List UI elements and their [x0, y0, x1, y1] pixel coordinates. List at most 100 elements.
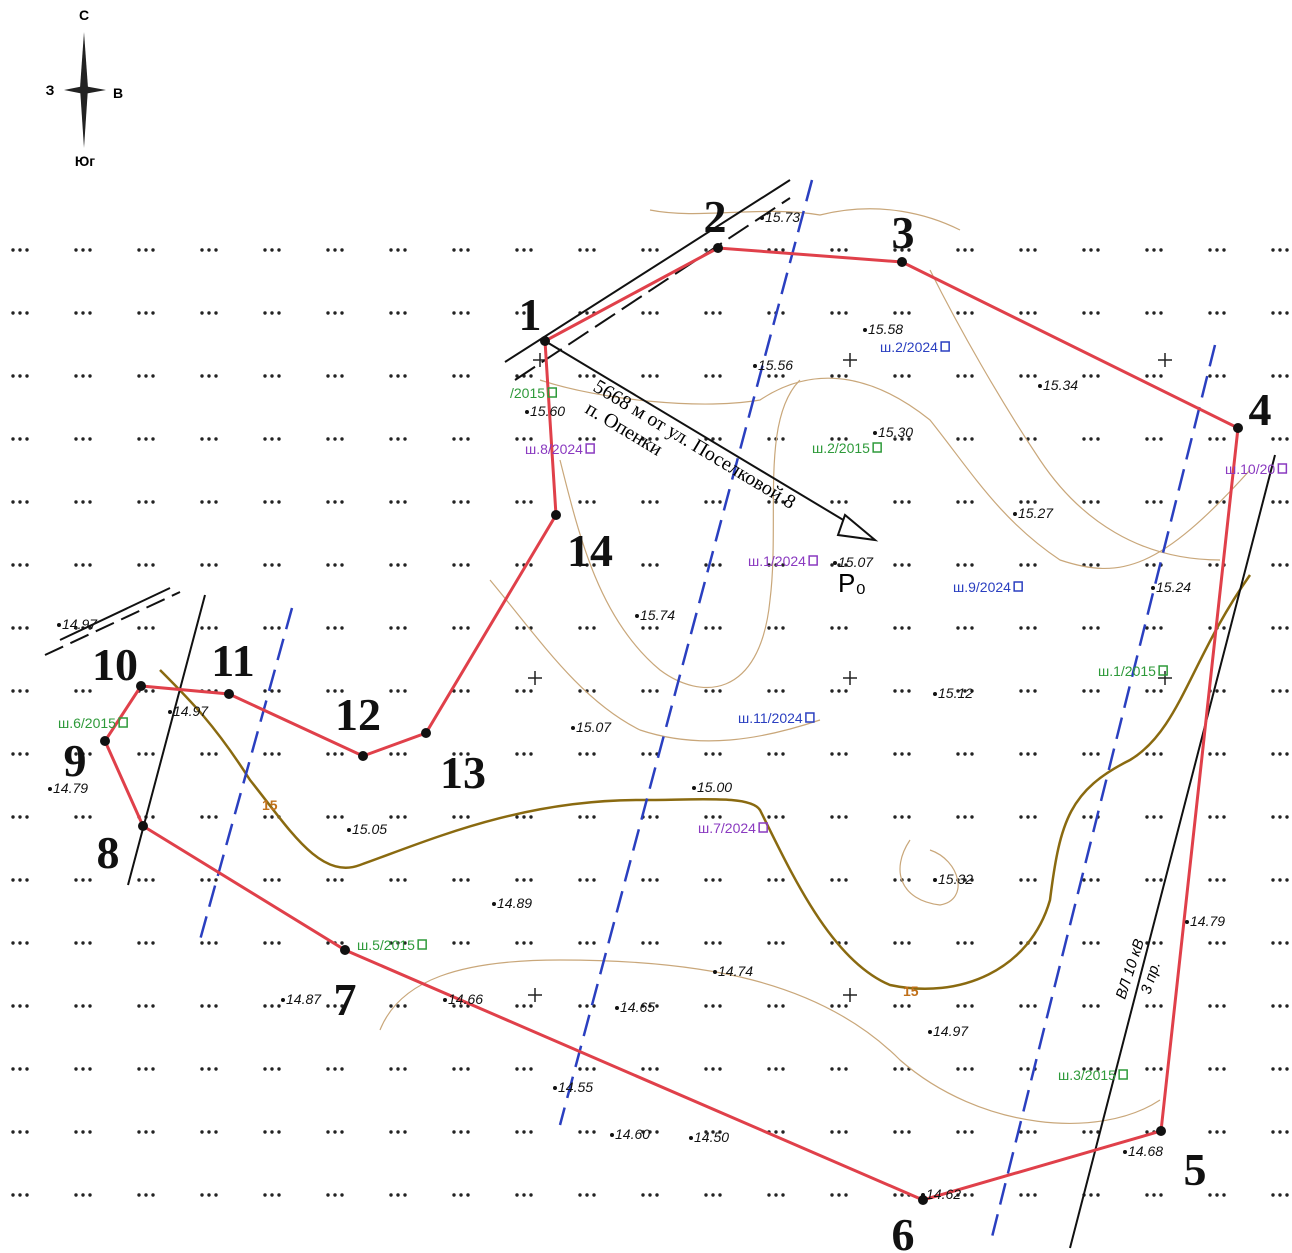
- grid-dot: [81, 437, 84, 440]
- grid-dot: [270, 311, 273, 314]
- grid-dot: [207, 311, 210, 314]
- grid-dot: [1222, 248, 1225, 251]
- grid-dot: [1145, 1067, 1148, 1070]
- grid-dot: [389, 752, 392, 755]
- grid-dot: [137, 752, 140, 755]
- grid-dot: [1278, 878, 1281, 881]
- grid-dot: [585, 878, 588, 881]
- grid-dot: [326, 1067, 329, 1070]
- grid-dot: [340, 563, 343, 566]
- elevation-point: [347, 828, 351, 832]
- grid-dot: [970, 815, 973, 818]
- grid-dot: [452, 437, 455, 440]
- grid-dot: [396, 374, 399, 377]
- grid-dot: [781, 878, 784, 881]
- grid-dot: [1082, 689, 1085, 692]
- grid-dot: [522, 689, 525, 692]
- grid-dot: [11, 374, 14, 377]
- grid-dot: [277, 563, 280, 566]
- grid-dot: [592, 878, 595, 881]
- grid-dot: [718, 941, 721, 944]
- grid-dot: [529, 248, 532, 251]
- grid-dot: [893, 752, 896, 755]
- grid-dot: [1145, 500, 1148, 503]
- grid-dot: [767, 437, 770, 440]
- grid-dot: [151, 437, 154, 440]
- grid-dot: [1033, 752, 1036, 755]
- grid-dot: [956, 311, 959, 314]
- grid-dot: [830, 1193, 833, 1196]
- grid-dot: [214, 941, 217, 944]
- grid-dot: [837, 752, 840, 755]
- grid-dot: [200, 626, 203, 629]
- grid-dot: [263, 1130, 266, 1133]
- grid-dot: [277, 311, 280, 314]
- grid-dot: [1208, 941, 1211, 944]
- grid-dot: [837, 311, 840, 314]
- grid-dot: [711, 941, 714, 944]
- grid-dot: [396, 752, 399, 755]
- grid-dot: [1208, 1193, 1211, 1196]
- grid-dot: [452, 1193, 455, 1196]
- grid-dot: [956, 374, 959, 377]
- grid-dot: [326, 815, 329, 818]
- grid-dot: [837, 689, 840, 692]
- grid-dot: [18, 311, 21, 314]
- grid-dot: [781, 689, 784, 692]
- elevation-label: 14.79: [53, 780, 88, 796]
- grid-dot: [837, 1193, 840, 1196]
- grid-dot: [522, 1004, 525, 1007]
- grid-dot: [1271, 1004, 1274, 1007]
- boundary-point: [138, 821, 148, 831]
- grid-dot: [1019, 1004, 1022, 1007]
- grid-dot: [1271, 248, 1274, 251]
- grid-dot: [326, 437, 329, 440]
- grid-dot: [522, 1067, 525, 1070]
- grid-dot: [81, 1130, 84, 1133]
- grid-dot: [1082, 437, 1085, 440]
- grid-dot: [137, 878, 140, 881]
- grid-dot: [1271, 500, 1274, 503]
- grid-dot: [151, 1193, 154, 1196]
- grid-dot: [774, 689, 777, 692]
- grid-dot: [718, 500, 721, 503]
- grid-dot: [515, 1193, 518, 1196]
- grid-dot: [900, 752, 903, 755]
- grid-dot: [1222, 437, 1225, 440]
- grid-dot: [1215, 1130, 1218, 1133]
- grid-dot: [704, 626, 707, 629]
- grid-dot: [1033, 437, 1036, 440]
- grid-dot: [81, 815, 84, 818]
- elevation-label: 14.60: [615, 1126, 650, 1142]
- grid-dot: [74, 689, 77, 692]
- grid-dot: [711, 878, 714, 881]
- grid-dot: [207, 1130, 210, 1133]
- grid-dot: [585, 1130, 588, 1133]
- grid-dot: [592, 752, 595, 755]
- well-marker: [1278, 464, 1286, 473]
- grid-dot: [1033, 941, 1036, 944]
- grid-dot: [718, 1193, 721, 1196]
- grid-dot: [1222, 878, 1225, 881]
- grid-dot: [844, 248, 847, 251]
- grid-dot: [81, 563, 84, 566]
- grid-dot: [1026, 1193, 1029, 1196]
- grid-dot: [389, 1067, 392, 1070]
- grid-dot: [641, 752, 644, 755]
- grid-dot: [18, 689, 21, 692]
- boundary-point: [421, 728, 431, 738]
- grid-dot: [1089, 878, 1092, 881]
- grid-dot: [207, 878, 210, 881]
- grid-dot: [1222, 1130, 1225, 1133]
- grid-dot: [11, 752, 14, 755]
- grid-dot: [1152, 374, 1155, 377]
- grid-dot: [214, 878, 217, 881]
- grid-dot: [207, 941, 210, 944]
- grid-dot: [1208, 878, 1211, 881]
- grid-dot: [396, 437, 399, 440]
- grid-dot: [830, 500, 833, 503]
- grid-dot: [1278, 563, 1281, 566]
- grid-dot: [1019, 689, 1022, 692]
- grid-dot: [830, 752, 833, 755]
- grid-dot: [1215, 248, 1218, 251]
